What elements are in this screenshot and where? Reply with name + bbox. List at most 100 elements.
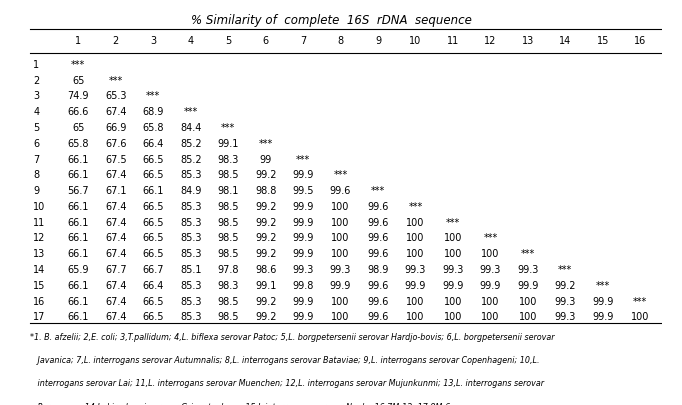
Text: 99.3: 99.3 bbox=[442, 264, 464, 274]
Text: 66.5: 66.5 bbox=[143, 296, 164, 306]
Text: 4: 4 bbox=[33, 107, 40, 117]
Text: 66.1: 66.1 bbox=[68, 296, 89, 306]
Text: 100: 100 bbox=[444, 249, 462, 259]
Text: 66.5: 66.5 bbox=[143, 311, 164, 322]
Text: 67.4: 67.4 bbox=[105, 170, 127, 180]
Text: 14: 14 bbox=[559, 36, 572, 46]
Text: 99.9: 99.9 bbox=[293, 233, 314, 243]
Text: 85.1: 85.1 bbox=[180, 264, 201, 274]
Text: 12: 12 bbox=[484, 36, 496, 46]
Text: 100: 100 bbox=[406, 311, 425, 322]
Text: 66.6: 66.6 bbox=[68, 107, 89, 117]
Text: 98.5: 98.5 bbox=[218, 170, 239, 180]
Text: 67.6: 67.6 bbox=[105, 139, 127, 148]
Text: 65.9: 65.9 bbox=[68, 264, 89, 274]
Text: 66.9: 66.9 bbox=[105, 123, 126, 133]
Text: 99.6: 99.6 bbox=[368, 311, 389, 322]
Text: 99.9: 99.9 bbox=[517, 280, 539, 290]
Text: ***: *** bbox=[484, 233, 497, 243]
Text: 13: 13 bbox=[33, 249, 46, 259]
Text: 66.5: 66.5 bbox=[143, 249, 164, 259]
Text: ***: *** bbox=[446, 217, 460, 227]
Text: 66.5: 66.5 bbox=[143, 154, 164, 164]
Text: 67.4: 67.4 bbox=[105, 107, 127, 117]
Text: 9: 9 bbox=[375, 36, 381, 46]
Text: 98.5: 98.5 bbox=[218, 311, 239, 322]
Text: ***: *** bbox=[409, 201, 423, 211]
Text: 67.4: 67.4 bbox=[105, 233, 127, 243]
Text: 100: 100 bbox=[331, 217, 350, 227]
Text: 100: 100 bbox=[518, 296, 537, 306]
Text: 100: 100 bbox=[481, 296, 500, 306]
Text: 85.3: 85.3 bbox=[180, 201, 201, 211]
Text: 66.1: 66.1 bbox=[68, 154, 89, 164]
Text: 99.9: 99.9 bbox=[293, 201, 314, 211]
Text: 66.4: 66.4 bbox=[143, 139, 164, 148]
Text: ***: *** bbox=[221, 123, 235, 133]
Text: 16: 16 bbox=[634, 36, 647, 46]
Text: 67.1: 67.1 bbox=[105, 185, 127, 196]
Text: 85.3: 85.3 bbox=[180, 280, 201, 290]
Text: 85.3: 85.3 bbox=[180, 170, 201, 180]
Text: 98.3: 98.3 bbox=[218, 280, 239, 290]
Text: 99.3: 99.3 bbox=[517, 264, 539, 274]
Text: 99.1: 99.1 bbox=[218, 139, 239, 148]
Text: 67.4: 67.4 bbox=[105, 296, 127, 306]
Text: 67.4: 67.4 bbox=[105, 280, 127, 290]
Text: interrogans serovar Lai; 11,L. interrogans serovar Muenchen; 12,L. interrogans s: interrogans serovar Lai; 11,L. interroga… bbox=[30, 378, 544, 387]
Text: 98.5: 98.5 bbox=[218, 233, 239, 243]
Text: 100: 100 bbox=[406, 217, 425, 227]
Text: 99.6: 99.6 bbox=[368, 280, 389, 290]
Text: 2: 2 bbox=[33, 75, 40, 85]
Text: 100: 100 bbox=[444, 296, 462, 306]
Text: 98.6: 98.6 bbox=[255, 264, 276, 274]
Text: 65.8: 65.8 bbox=[68, 139, 89, 148]
Text: ***: *** bbox=[333, 170, 348, 180]
Text: 84.9: 84.9 bbox=[180, 185, 201, 196]
Text: 3: 3 bbox=[150, 36, 156, 46]
Text: 66.7: 66.7 bbox=[143, 264, 164, 274]
Text: 66.5: 66.5 bbox=[143, 217, 164, 227]
Text: 7: 7 bbox=[300, 36, 306, 46]
Text: 17: 17 bbox=[33, 311, 46, 322]
Text: 66.1: 66.1 bbox=[68, 233, 89, 243]
Text: 100: 100 bbox=[406, 249, 425, 259]
Text: 99.3: 99.3 bbox=[479, 264, 501, 274]
Text: 8: 8 bbox=[338, 36, 344, 46]
Text: 99.9: 99.9 bbox=[293, 296, 314, 306]
Text: 65: 65 bbox=[72, 123, 85, 133]
Text: 98.5: 98.5 bbox=[218, 217, 239, 227]
Text: 98.5: 98.5 bbox=[218, 249, 239, 259]
Text: 66.5: 66.5 bbox=[143, 201, 164, 211]
Text: 100: 100 bbox=[331, 233, 350, 243]
Text: 74.9: 74.9 bbox=[68, 91, 89, 101]
Text: 66.1: 66.1 bbox=[68, 217, 89, 227]
Text: 66.1: 66.1 bbox=[68, 170, 89, 180]
Text: 3: 3 bbox=[33, 91, 40, 101]
Text: 6: 6 bbox=[263, 36, 269, 46]
Text: 10: 10 bbox=[33, 201, 46, 211]
Text: 65: 65 bbox=[72, 75, 85, 85]
Text: 67.4: 67.4 bbox=[105, 311, 127, 322]
Text: 67.4: 67.4 bbox=[105, 201, 127, 211]
Text: ***: *** bbox=[258, 139, 273, 148]
Text: 5: 5 bbox=[33, 123, 40, 133]
Text: 16: 16 bbox=[33, 296, 46, 306]
Text: 99.3: 99.3 bbox=[405, 264, 426, 274]
Text: 10: 10 bbox=[409, 36, 421, 46]
Text: 100: 100 bbox=[406, 296, 425, 306]
Text: 68.9: 68.9 bbox=[143, 107, 164, 117]
Text: 12: 12 bbox=[33, 233, 46, 243]
Text: 99.8: 99.8 bbox=[293, 280, 314, 290]
Text: 15: 15 bbox=[597, 36, 609, 46]
Text: 98.8: 98.8 bbox=[255, 185, 276, 196]
Text: 99.9: 99.9 bbox=[479, 280, 501, 290]
Text: 99.3: 99.3 bbox=[554, 296, 576, 306]
Text: 99.2: 99.2 bbox=[255, 217, 276, 227]
Text: 8: 8 bbox=[33, 170, 40, 180]
Text: 99.2: 99.2 bbox=[255, 201, 276, 211]
Text: ***: *** bbox=[595, 280, 610, 290]
Text: 67.7: 67.7 bbox=[105, 264, 127, 274]
Text: 99.3: 99.3 bbox=[330, 264, 351, 274]
Text: 1: 1 bbox=[75, 36, 81, 46]
